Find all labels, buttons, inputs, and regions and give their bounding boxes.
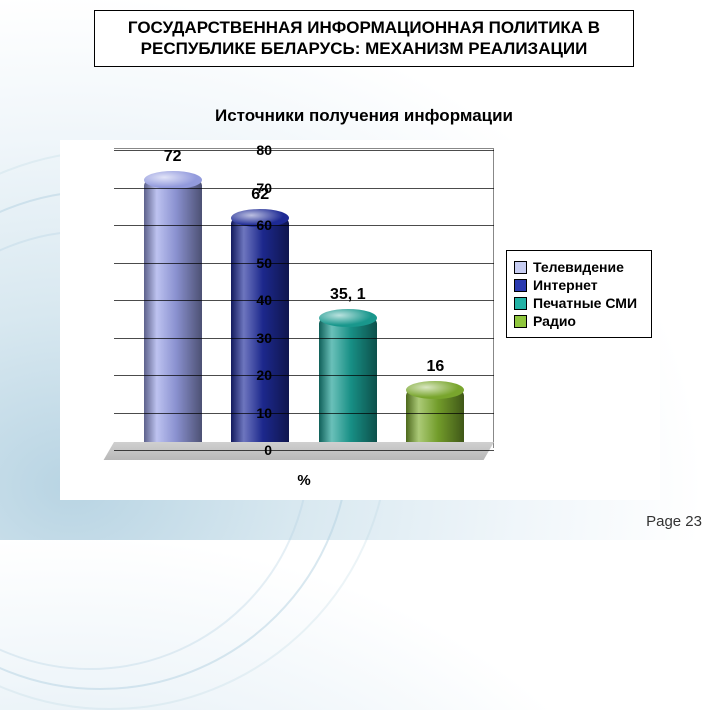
x-axis-label: %: [114, 472, 494, 489]
legend-item: Печатные СМИ: [514, 295, 644, 311]
y-tick-label: 60: [256, 217, 272, 233]
gridline: [114, 375, 494, 376]
page-number: Page 23: [646, 513, 702, 530]
gridline: [114, 150, 494, 151]
legend-label: Радио: [533, 313, 576, 329]
gridline: [114, 338, 494, 339]
bar-label: 16: [426, 358, 444, 376]
gridline: [114, 225, 494, 226]
legend-label: Телевидение: [533, 259, 624, 275]
gridline: [114, 413, 494, 414]
gridline: [114, 263, 494, 264]
legend-label: Печатные СМИ: [533, 295, 637, 311]
bar-0: 72: [144, 180, 202, 450]
gridline: [114, 188, 494, 189]
y-tick-label: 0: [264, 442, 272, 458]
legend-item: Интернет: [514, 277, 644, 293]
chart-container: 726235, 116 % ТелевидениеИнтернетПечатны…: [60, 140, 660, 500]
y-tick-label: 70: [256, 180, 272, 196]
y-tick-label: 50: [256, 255, 272, 271]
gridline: [114, 450, 494, 451]
chart-floor: [104, 442, 494, 460]
legend-swatch: [514, 315, 527, 328]
legend-swatch: [514, 261, 527, 274]
y-tick-label: 30: [256, 330, 272, 346]
legend: Телевидение Интернет Печатные СМИ Радио: [506, 250, 652, 338]
legend-label: Интернет: [533, 277, 598, 293]
slide-subtitle: Источники получения информации: [94, 106, 634, 126]
y-tick-label: 20: [256, 367, 272, 383]
legend-swatch: [514, 297, 527, 310]
legend-swatch: [514, 279, 527, 292]
y-tick-label: 10: [256, 405, 272, 421]
gridline: [114, 300, 494, 301]
legend-item: Радио: [514, 313, 644, 329]
bar-3: 16: [406, 390, 464, 450]
y-tick-label: 40: [256, 292, 272, 308]
bar-label: 35, 1: [330, 286, 366, 304]
legend-item: Телевидение: [514, 259, 644, 275]
y-tick-label: 80: [256, 142, 272, 158]
slide-title: ГОСУДАРСТВЕННАЯ ИНФОРМАЦИОННАЯ ПОЛИТИКА …: [94, 10, 634, 67]
